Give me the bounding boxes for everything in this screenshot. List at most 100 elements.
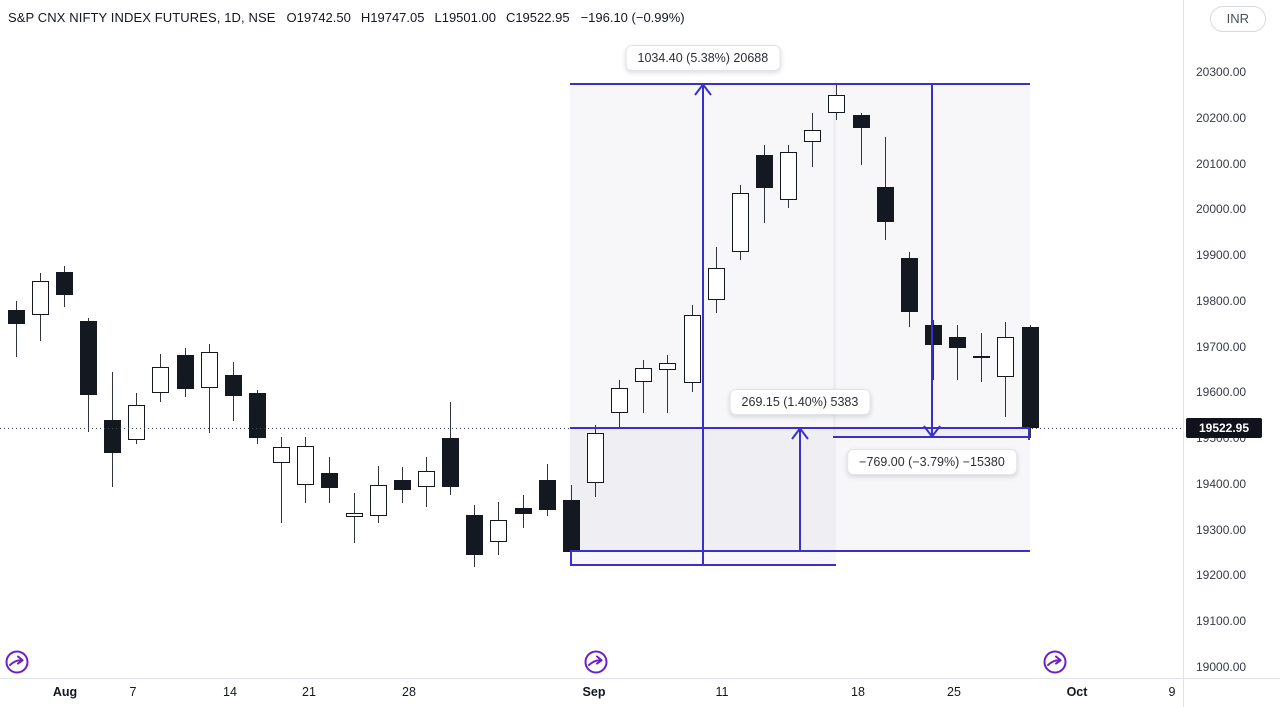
measurement-label[interactable]: 269.15 (1.40%) 5383 [729, 388, 871, 415]
last-price-badge: 19522.95 [1186, 417, 1262, 438]
time-tick-label: Oct [1066, 685, 1088, 699]
time-axis[interactable]: Aug 7 14 21 28 Sep 11 18 25 Oct 9 [0, 679, 1183, 707]
measurement-edge [1028, 427, 1030, 441]
candle-body [152, 367, 170, 393]
candle-body [345, 513, 363, 517]
candle-body [924, 325, 942, 346]
candle-body [538, 479, 556, 511]
candle-body [683, 315, 701, 384]
price-tick-label: 20000.00 [1196, 202, 1247, 217]
price-tick-label: 20200.00 [1196, 110, 1247, 125]
circle-arrow-right-icon[interactable] [583, 649, 609, 675]
circle-arrow-right-icon [5, 650, 29, 674]
ohlc-field-h: H19747.05 [360, 10, 425, 25]
candle-body [7, 310, 25, 325]
time-tick-label: 9 [1168, 685, 1176, 699]
change-value: −196.10 (−0.99%) [580, 10, 685, 25]
candle-body [490, 520, 508, 543]
candle-body [321, 472, 339, 489]
candle-body [949, 337, 967, 348]
ohlc-field-o: O19742.50 [286, 10, 351, 25]
currency-button[interactable]: INR [1209, 6, 1266, 32]
arrow-down-icon [923, 425, 941, 439]
measurement-arrow-shaft [701, 83, 704, 566]
candle-body [200, 352, 218, 388]
candle-body [973, 356, 991, 359]
candle-wick [643, 359, 645, 413]
measurement-line [570, 564, 836, 567]
candle-body [852, 115, 870, 128]
candle-body [828, 94, 846, 114]
candle-body [224, 375, 242, 397]
candle-body [586, 433, 604, 484]
candle-wick [281, 437, 283, 523]
time-tick-label: 14 [223, 685, 237, 699]
time-axis-separator [0, 678, 1280, 679]
candle-body [369, 484, 387, 516]
arrow-up-icon [791, 426, 809, 440]
measurement-line [570, 549, 1030, 552]
price-tick-label: 19300.00 [1196, 522, 1247, 537]
measurement-label[interactable]: 1034.40 (5.38%) 20688 [625, 44, 781, 71]
candle-wick [860, 113, 862, 165]
time-tick-label: 25 [947, 685, 961, 699]
chart-canvas[interactable]: 1034.40 (5.38%) 20688 269.15 (1.40%) 5383… [0, 0, 1183, 678]
candles-layer [7, 84, 1039, 568]
candle-body [659, 363, 677, 370]
candle-body [297, 445, 315, 485]
candle-wick [667, 354, 669, 413]
candle-body [31, 281, 49, 316]
price-tick-label: 20300.00 [1196, 65, 1247, 79]
candle-body [393, 479, 411, 490]
candle-body [900, 257, 918, 312]
measurement-lines-layer [570, 82, 1030, 567]
price-tick-label: 20100.00 [1196, 156, 1247, 171]
circle-arrow-right-icon[interactable] [4, 649, 30, 675]
time-tick-label: Aug [52, 685, 78, 699]
measurement-edge [570, 550, 573, 566]
candle-wick [353, 493, 355, 543]
candle-wick [208, 343, 210, 434]
price-tick-label: 19900.00 [1196, 248, 1247, 263]
chart-header: S&P CNX NIFTY INDEX FUTURES, 1D, NSE O19… [8, 10, 685, 25]
price-tick-label: 19700.00 [1196, 339, 1247, 354]
time-tick-label: 28 [402, 685, 416, 699]
candle-body [417, 471, 435, 488]
candle-body [707, 267, 725, 300]
symbol-title: S&P CNX NIFTY INDEX FUTURES, 1D, NSE [8, 10, 276, 25]
measurement-arrow-shaft [798, 427, 801, 551]
measurement-label[interactable]: −769.00 (−3.79%) −15380 [847, 449, 1017, 476]
candle-body [731, 192, 749, 252]
circle-arrow-right-icon [1043, 650, 1067, 674]
ohlc-values: O19742.50 H19747.05 L19501.00 C19522.95 [287, 10, 570, 25]
measurement-arrow-shaft [930, 83, 933, 438]
price-axis[interactable]: 20300.00 20200.00 20100.00 20000.00 19900.00… [1184, 0, 1280, 678]
candle-body [635, 368, 653, 382]
time-tick-label: 7 [129, 685, 137, 699]
candle-wick [15, 300, 17, 358]
candle-body [876, 186, 894, 223]
time-tick-label: Sep [582, 685, 606, 699]
candle-body [780, 152, 798, 201]
price-axis-separator [1183, 0, 1184, 707]
time-tick-label: 21 [302, 685, 316, 699]
price-tick-label: 19400.00 [1196, 476, 1247, 491]
ohlc-field-c: C19522.95 [505, 10, 570, 25]
circle-arrow-right-icon[interactable] [1042, 649, 1068, 675]
time-tick-label: 18 [851, 685, 865, 699]
candle-body [273, 446, 291, 463]
candle-body [442, 438, 460, 488]
candle-body [55, 272, 73, 295]
candle-body [997, 337, 1015, 377]
candle-body [755, 154, 773, 188]
candle-body [466, 515, 484, 555]
candle-body [79, 320, 97, 396]
price-tick-label: 19600.00 [1196, 385, 1247, 400]
price-tick-label: 19000.00 [1196, 660, 1247, 675]
candle-body [248, 392, 266, 439]
price-tick-label: 19800.00 [1196, 293, 1247, 308]
candle-body [128, 405, 146, 440]
candle-body [176, 354, 194, 390]
candle-body [514, 508, 532, 515]
